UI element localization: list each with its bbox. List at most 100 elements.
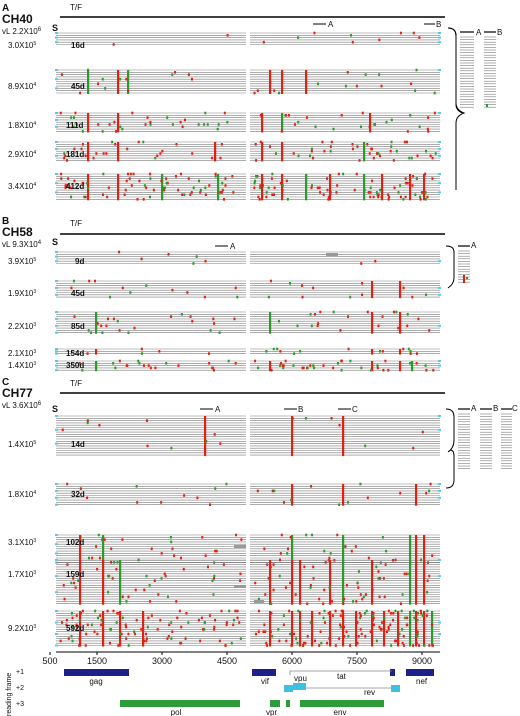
point-mutation <box>377 577 380 580</box>
point-mutation <box>401 593 404 596</box>
point-mutation <box>108 574 111 578</box>
point-mutation <box>395 310 398 314</box>
point-mutation <box>165 181 168 185</box>
point-mutation <box>486 104 488 107</box>
point-mutation <box>337 362 340 365</box>
point-mutation <box>385 120 388 124</box>
bracket <box>445 245 455 289</box>
point-mutation <box>359 593 362 596</box>
point-mutation <box>265 641 268 645</box>
point-mutation <box>277 319 280 323</box>
tat-splice-line <box>289 670 392 675</box>
point-mutation <box>231 175 234 178</box>
point-mutation <box>107 590 110 594</box>
gap-marker <box>55 191 58 194</box>
viral-load: 3.1X103 <box>8 538 36 547</box>
point-mutation <box>219 191 222 194</box>
point-mutation <box>86 623 89 627</box>
point-mutation <box>399 491 402 495</box>
gap-marker <box>55 364 58 367</box>
point-mutation <box>109 295 112 299</box>
point-mutation <box>83 195 86 199</box>
point-mutation <box>116 319 119 323</box>
point-mutation <box>233 317 236 321</box>
point-mutation <box>66 563 69 566</box>
point-mutation <box>254 359 257 363</box>
gap-marker <box>438 191 441 194</box>
point-mutation <box>77 579 80 582</box>
point-mutation <box>342 625 345 629</box>
shared-mutation-column <box>87 70 90 94</box>
shared-mutation-column <box>415 560 418 605</box>
point-mutation <box>272 347 275 351</box>
point-mutation <box>239 579 242 582</box>
point-mutation <box>364 73 367 76</box>
point-mutation <box>322 193 325 196</box>
point-mutation <box>152 188 155 192</box>
point-mutation <box>357 586 360 589</box>
point-mutation <box>273 186 276 190</box>
shared-mutation-column <box>399 349 402 355</box>
gene-tat-exon2 <box>390 669 395 676</box>
point-mutation <box>419 558 422 562</box>
group-labels: 3.9X105 9d 1.9X103 45d 2.2X103 85d 2.1X1… <box>8 257 85 370</box>
point-mutation <box>323 609 326 613</box>
point-mutation <box>395 149 398 153</box>
point-mutation <box>221 188 224 192</box>
gap-marker <box>55 503 58 506</box>
point-mutation <box>368 125 371 129</box>
side-rows <box>458 250 470 283</box>
point-mutation <box>415 177 418 180</box>
point-mutation <box>133 630 136 633</box>
viral-load: 1.9X103 <box>8 289 36 298</box>
tick-label: 500 <box>42 656 57 666</box>
point-mutation <box>330 140 333 144</box>
point-mutation <box>353 188 356 192</box>
point-mutation <box>404 195 407 199</box>
point-mutation <box>426 609 429 613</box>
point-mutation <box>185 612 188 615</box>
shared-mutation-column <box>291 611 294 647</box>
point-mutation <box>377 324 380 328</box>
point-mutation <box>424 198 427 201</box>
point-mutation <box>170 637 173 640</box>
point-mutation <box>263 547 266 551</box>
point-mutation <box>175 143 178 146</box>
point-mutation <box>234 286 237 290</box>
point-mutation <box>293 352 296 355</box>
gap-marker <box>55 293 58 296</box>
point-mutation <box>177 364 180 367</box>
point-mutation <box>363 188 366 192</box>
point-mutation <box>267 186 270 190</box>
point-mutation <box>301 284 304 287</box>
viral-load: 1.7X103 <box>8 570 36 579</box>
point-mutation <box>262 630 265 633</box>
point-mutation <box>205 440 208 443</box>
point-mutation <box>170 315 173 318</box>
viral-load: 1.8X104 <box>8 490 36 499</box>
point-mutation <box>306 602 309 605</box>
point-mutation <box>101 193 104 196</box>
gene-pol <box>120 700 240 707</box>
point-mutation <box>351 147 354 151</box>
point-mutation <box>97 123 100 126</box>
point-mutation <box>234 609 237 613</box>
point-mutation <box>351 40 354 44</box>
shared-mutation-column <box>431 611 434 647</box>
point-mutation <box>118 359 121 363</box>
shared-mutation-column <box>291 535 294 564</box>
point-mutation <box>332 127 335 131</box>
point-mutation <box>390 118 393 122</box>
point-mutation <box>95 326 98 330</box>
point-mutation <box>425 491 428 495</box>
point-mutation <box>433 91 436 95</box>
point-mutation <box>145 419 148 422</box>
shared-mutation-column <box>415 611 418 647</box>
point-mutation <box>171 630 174 633</box>
point-mutation <box>359 616 362 620</box>
point-mutation <box>114 143 117 146</box>
point-mutation <box>78 618 81 622</box>
point-mutation <box>166 181 169 185</box>
point-mutation <box>363 612 366 615</box>
point-mutation <box>79 612 82 615</box>
